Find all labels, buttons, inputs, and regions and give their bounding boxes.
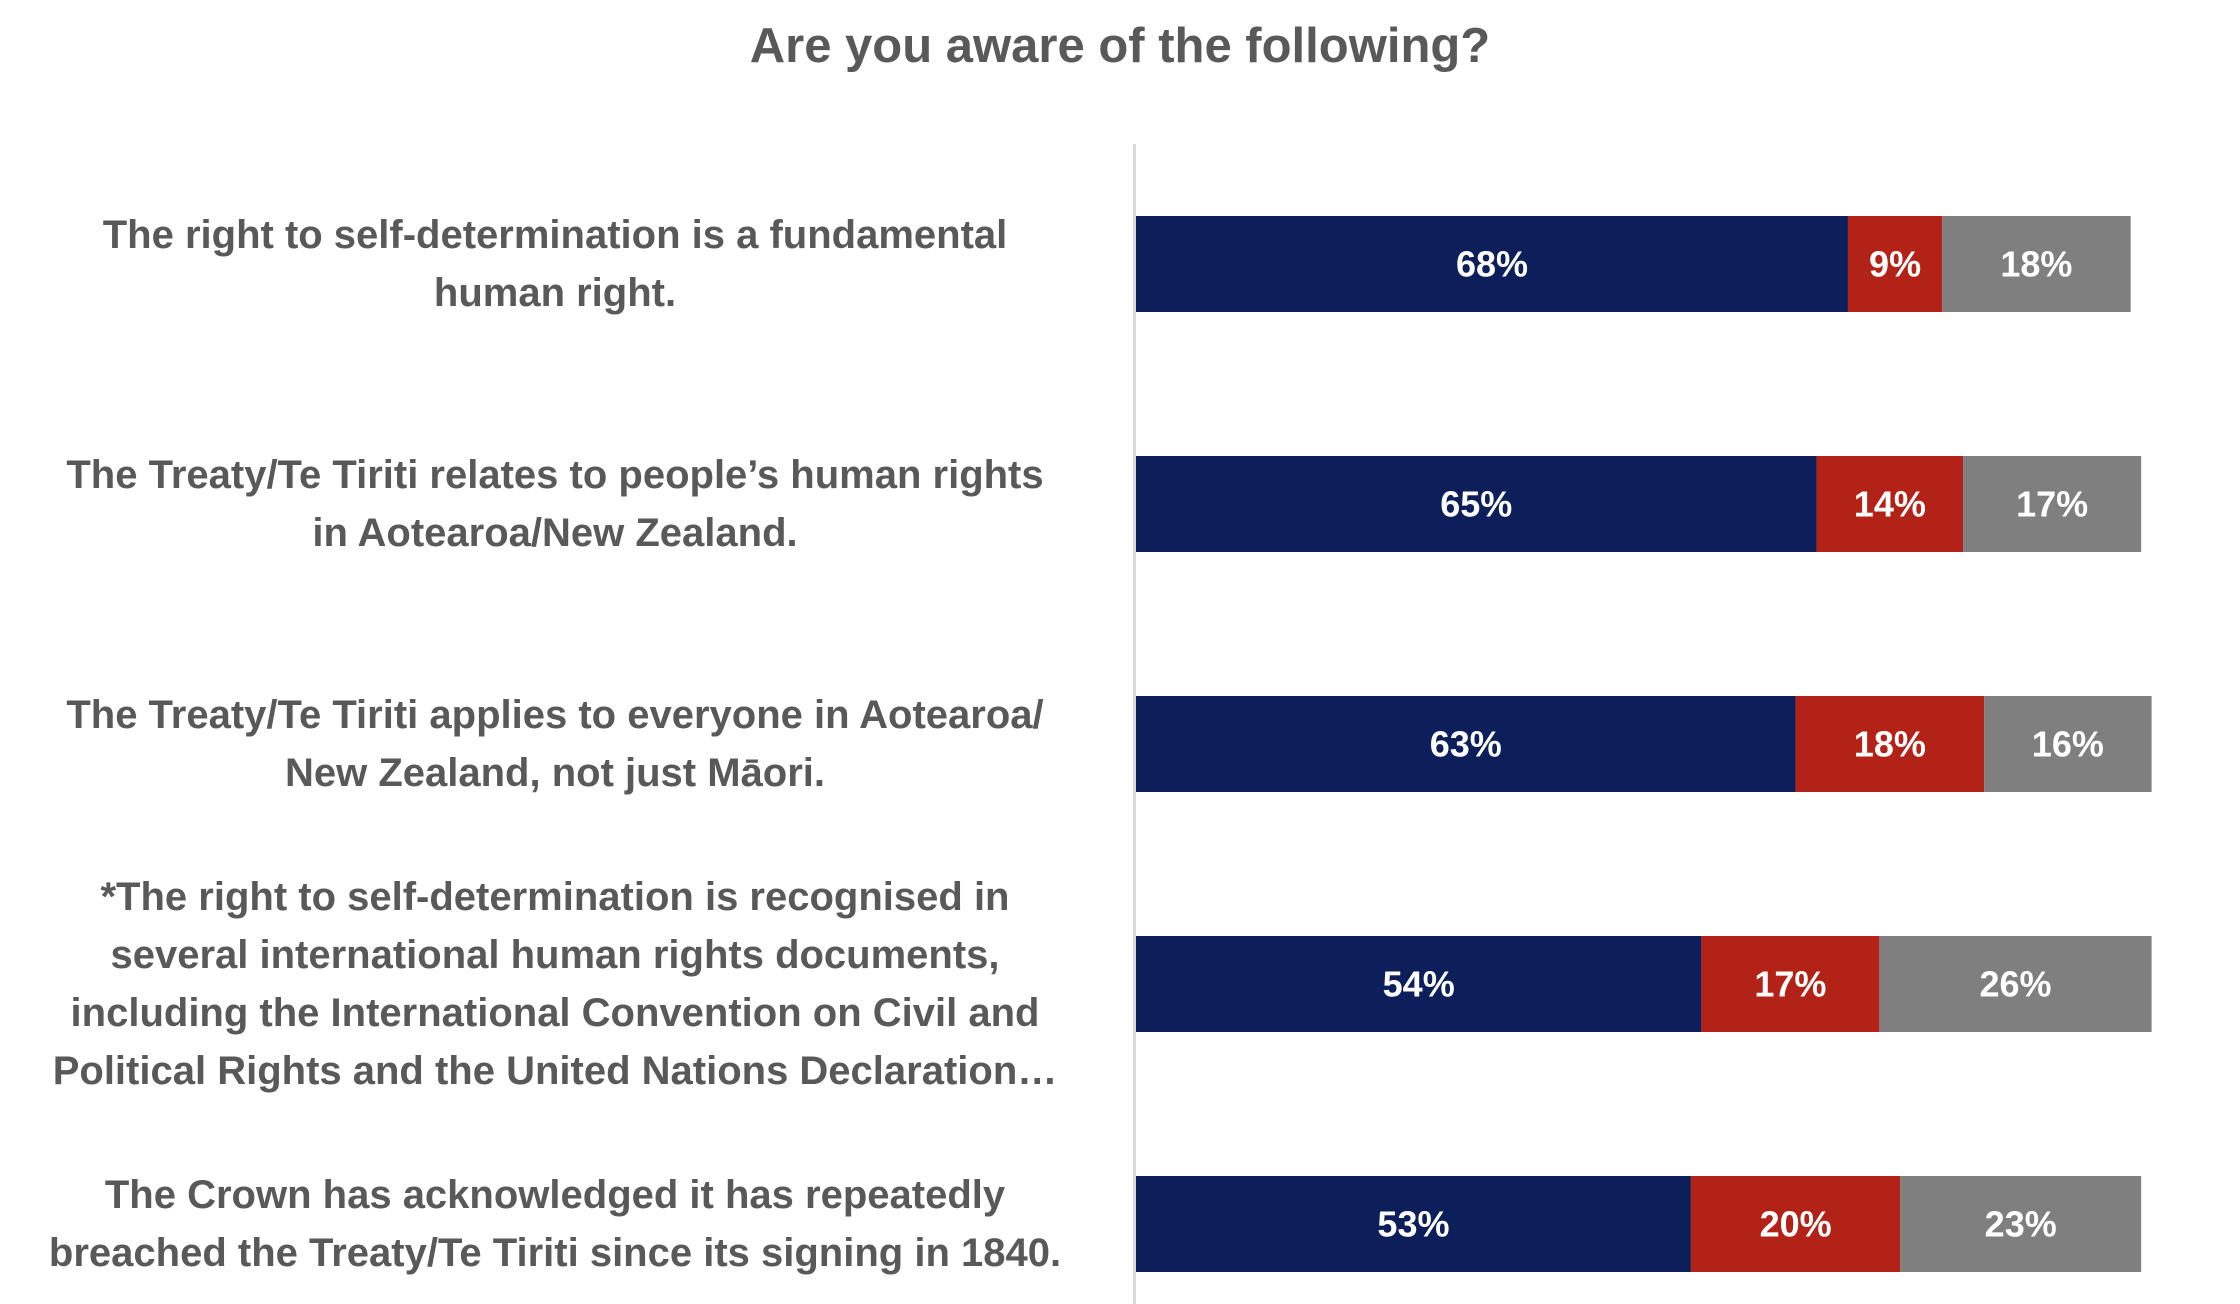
data-label: 68%: [1456, 244, 1528, 285]
category-label-line: *The right to self-determination is reco…: [100, 875, 1010, 919]
bar-segment: [1942, 216, 2131, 312]
category-label-line: in Aotearoa/New Zealand.: [312, 511, 798, 555]
bar-groups: 68% 9% 18% 65% 14% 17% 63% 18% 16% 54% 17% 26% 53% 20…: [1136, 216, 2152, 1272]
category-label: The Treaty/Te Tiriti applies to everyone…: [10, 686, 1100, 802]
bar-segment: [1690, 1176, 1901, 1272]
data-label: 54%: [1383, 964, 1455, 1005]
category-label: *The right to self-determination is reco…: [10, 868, 1100, 1100]
bar-row: 54% 17% 26%: [1136, 936, 2152, 1032]
category-label-line: Political Rights and the United Nations …: [52, 1049, 1058, 1093]
data-label: 63%: [1430, 724, 1502, 765]
data-label: 14%: [1854, 484, 1926, 525]
data-label: 17%: [1754, 964, 1826, 1005]
category-label-line: several international human rights docum…: [110, 933, 1000, 977]
category-label-line: The right to self-determination is a fun…: [102, 213, 1008, 257]
bar-row: 63% 18% 16%: [1136, 696, 2152, 792]
bar-row: 53% 20% 23%: [1136, 1176, 2142, 1272]
data-label: 26%: [1979, 964, 2051, 1005]
data-label: 53%: [1377, 1204, 1449, 1245]
data-label: 16%: [2032, 724, 2104, 765]
bar-segment: [1136, 456, 1817, 552]
category-label: The right to self-determination is a fun…: [10, 206, 1100, 322]
data-label: 65%: [1440, 484, 1512, 525]
data-label: 20%: [1760, 1204, 1832, 1245]
bar-segment: [1795, 696, 1985, 792]
category-label-line: The Treaty/Te Tiriti relates to people’s…: [66, 453, 1044, 497]
bar-segment: [1701, 936, 1880, 1032]
bar-segment: [1879, 936, 2152, 1032]
data-label: 18%: [2000, 244, 2072, 285]
category-label-line: breached the Treaty/Te Tiriti since its …: [48, 1231, 1062, 1275]
category-label-line: including the International Convention o…: [70, 991, 1040, 1035]
bar-segment: [1816, 456, 1964, 552]
bar-segment: [1900, 1176, 2142, 1272]
bar-segment: [1136, 936, 1702, 1032]
data-label: 9%: [1869, 244, 1921, 285]
category-label: The Treaty/Te Tiriti relates to people’s…: [10, 446, 1100, 562]
bar-segment: [1984, 696, 2152, 792]
category-label-line: The Treaty/Te Tiriti applies to everyone…: [66, 693, 1044, 737]
bar-segment: [1136, 1176, 1691, 1272]
bar-segment: [1136, 216, 1848, 312]
category-label-line: New Zealand, not just Māori.: [284, 751, 826, 795]
category-label-line: human right.: [433, 271, 677, 315]
data-label: 17%: [2016, 484, 2088, 525]
category-label: The Crown has acknowledged it has repeat…: [10, 1166, 1100, 1282]
data-label: 23%: [1985, 1204, 2057, 1245]
bar-row: 65% 14% 17%: [1136, 456, 2142, 552]
bar-segment: [1136, 696, 1796, 792]
chart-title: Are you aware of the following?: [749, 19, 1491, 73]
data-label: 18%: [1854, 724, 1926, 765]
bar-row: 68% 9% 18%: [1136, 216, 2131, 312]
bar-segment: [1963, 456, 2142, 552]
bar-segment: [1847, 216, 1943, 312]
category-label-line: The Crown has acknowledged it has repeat…: [104, 1173, 1006, 1217]
